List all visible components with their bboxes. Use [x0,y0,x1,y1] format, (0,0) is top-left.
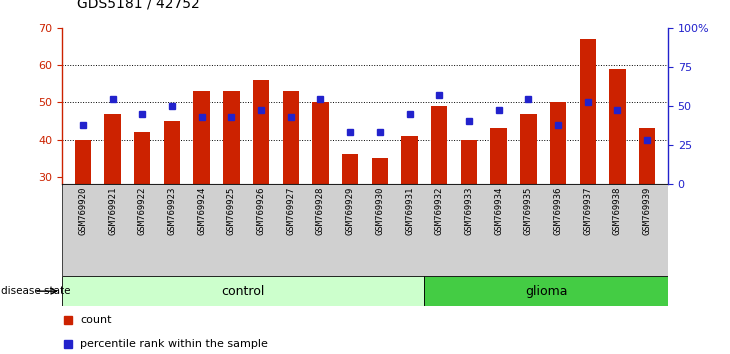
Text: control: control [221,285,265,298]
Text: GSM769939: GSM769939 [642,187,652,235]
Text: GSM769931: GSM769931 [405,187,414,235]
Bar [283,91,299,184]
Bar [104,114,120,184]
Bar [431,106,447,184]
Bar [610,69,626,184]
Bar [193,91,210,184]
Text: GSM769925: GSM769925 [227,187,236,235]
Bar [134,132,150,184]
Bar [402,136,418,184]
Bar [372,158,388,184]
Text: GSM769932: GSM769932 [435,187,444,235]
Bar [491,129,507,184]
Text: GSM769920: GSM769920 [78,187,88,235]
Bar [639,129,656,184]
Text: disease state: disease state [1,286,70,296]
Bar [74,139,91,184]
Bar [424,276,668,306]
Text: GSM769928: GSM769928 [316,187,325,235]
Text: GSM769929: GSM769929 [345,187,355,235]
Bar [164,121,180,184]
Text: count: count [80,315,112,325]
Text: percentile rank within the sample: percentile rank within the sample [80,339,268,349]
Bar [520,114,537,184]
Text: GSM769922: GSM769922 [138,187,147,235]
Text: GSM769934: GSM769934 [494,187,503,235]
Text: GSM769930: GSM769930 [375,187,385,235]
Bar [550,103,566,184]
Text: GSM769937: GSM769937 [583,187,592,235]
Text: GSM769927: GSM769927 [286,187,295,235]
Bar [342,154,358,184]
Bar [580,39,596,184]
Text: GSM769924: GSM769924 [197,187,206,235]
Bar [253,80,269,184]
Bar [461,139,477,184]
Text: GSM769936: GSM769936 [553,187,563,235]
Text: GSM769935: GSM769935 [524,187,533,235]
Text: GDS5181 / 42752: GDS5181 / 42752 [77,0,199,11]
Text: GSM769938: GSM769938 [613,187,622,235]
Text: GSM769933: GSM769933 [464,187,474,235]
Text: GSM769923: GSM769923 [167,187,177,235]
Bar [223,91,239,184]
Text: glioma: glioma [525,285,567,298]
Text: GSM769921: GSM769921 [108,187,117,235]
Text: GSM769926: GSM769926 [256,187,266,235]
Bar [312,103,328,184]
Bar [62,276,424,306]
